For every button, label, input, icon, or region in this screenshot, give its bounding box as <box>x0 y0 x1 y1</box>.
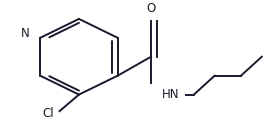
Text: Cl: Cl <box>43 107 54 120</box>
Text: O: O <box>146 2 156 15</box>
Text: N: N <box>20 27 29 40</box>
Text: HN: HN <box>161 88 179 101</box>
